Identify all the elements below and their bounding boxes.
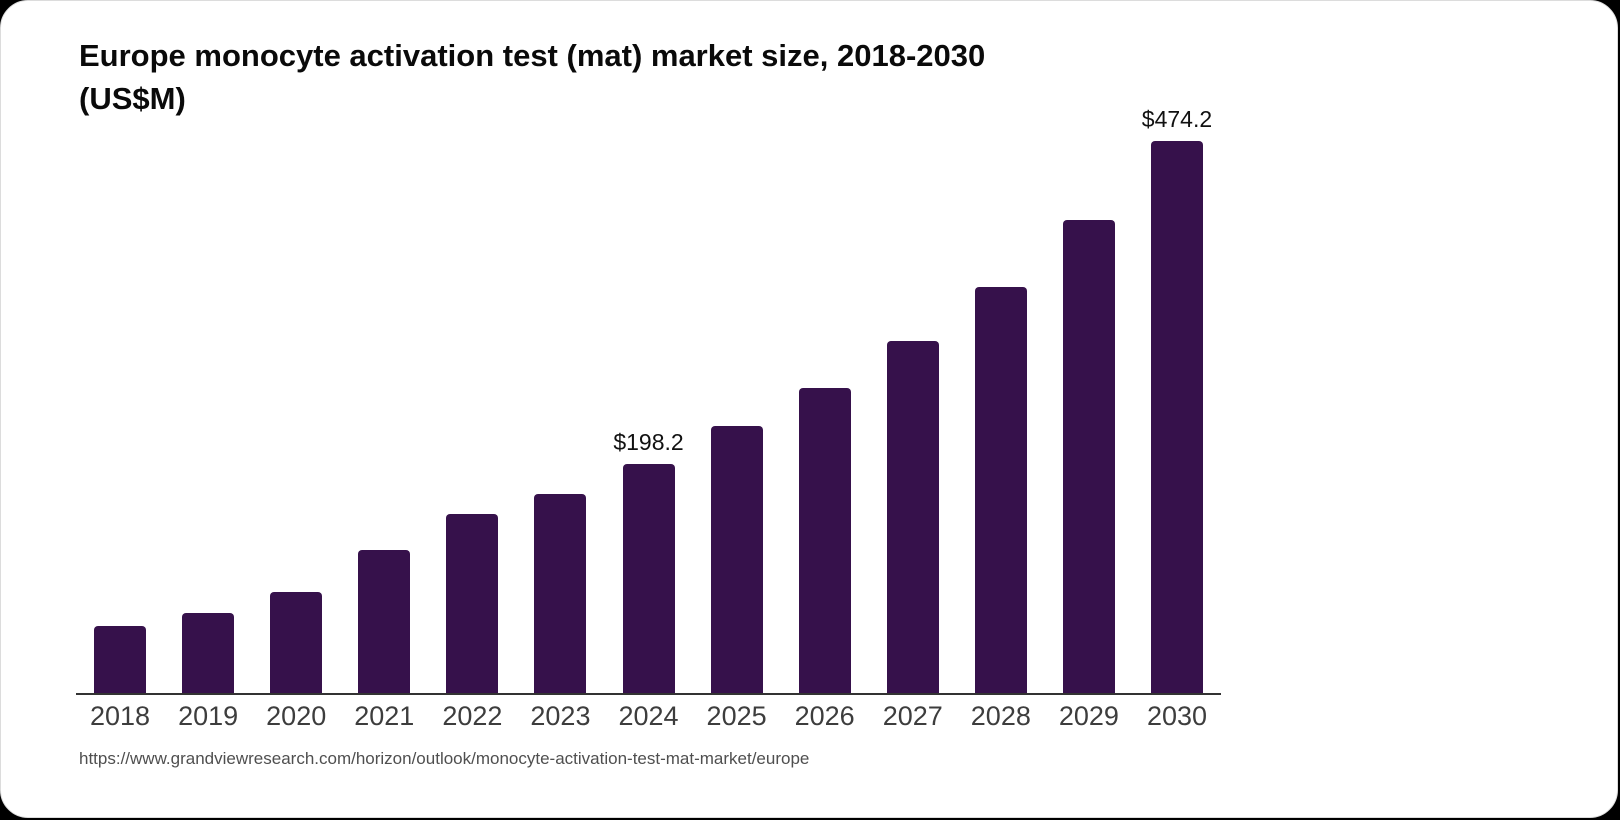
x-tick-label-2019: 2019 (178, 701, 239, 731)
x-tick-label-2020: 2020 (266, 701, 327, 731)
bar-cell-2025 (693, 111, 781, 695)
chart-title: Europe monocyte activation test (mat) ma… (79, 34, 985, 120)
source-url: https://www.grandviewresearch.com/horizo… (79, 749, 810, 768)
bar-chart-plot-area: $198.2 $474.2 (76, 106, 1221, 695)
chart-title-line1: Europe monocyte activation test (mat) ma… (79, 38, 986, 73)
chart-title-line2: (US$M) (79, 81, 186, 116)
bar-2024 (622, 463, 675, 695)
bar-2027 (886, 341, 939, 695)
bar-2021 (358, 550, 411, 695)
bar-cell-2024: $198.2 (604, 111, 692, 695)
x-axis-line (76, 693, 1221, 695)
x-tick-label-2018: 2018 (90, 701, 151, 731)
data-label-2030: $474.2 (1141, 106, 1213, 133)
bar-2029 (1062, 219, 1115, 695)
x-tick-label-2027: 2027 (882, 701, 943, 731)
x-tick-label-2030: 2030 (1146, 701, 1208, 731)
bar-cell-2019 (164, 111, 252, 695)
x-tick-label-2021: 2021 (354, 701, 415, 731)
x-axis-labels: 2018 2019 2020 2021 2022 2023 2024 2025 2026 2027… (76, 701, 1221, 732)
bar-2028 (974, 286, 1027, 695)
bar-cell-2018 (76, 111, 164, 695)
x-tick-label-2029: 2029 (1058, 701, 1119, 731)
x-tick-label-2028: 2028 (970, 701, 1031, 731)
data-label-2024: $198.2 (613, 428, 684, 455)
x-tick-label-2025: 2025 (706, 701, 767, 731)
x-tick-label-2024: 2024 (618, 701, 679, 731)
x-tick-label-2022: 2022 (442, 701, 503, 731)
bar-2025 (710, 426, 763, 695)
bar-2026 (798, 387, 851, 695)
bar-2019 (182, 612, 235, 695)
x-tick-label-2026: 2026 (794, 701, 855, 731)
bar-2023 (534, 493, 587, 695)
bar-cell-2029 (1045, 111, 1133, 695)
bar-cell-2027 (869, 111, 957, 695)
bar-2020 (270, 591, 323, 695)
x-tick-label-2023: 2023 (530, 701, 591, 731)
bar-2022 (446, 514, 499, 695)
bar-cell-2020 (252, 111, 340, 695)
bar-cell-2022 (428, 111, 516, 695)
bar-cell-2023 (516, 111, 604, 695)
bar-2018 (94, 625, 147, 695)
bar-2030 (1150, 141, 1203, 695)
bar-cell-2030: $474.2 (1133, 106, 1221, 695)
bar-cell-2028 (957, 111, 1045, 695)
bar-cell-2021 (340, 111, 428, 695)
bar-cell-2026 (781, 111, 869, 695)
